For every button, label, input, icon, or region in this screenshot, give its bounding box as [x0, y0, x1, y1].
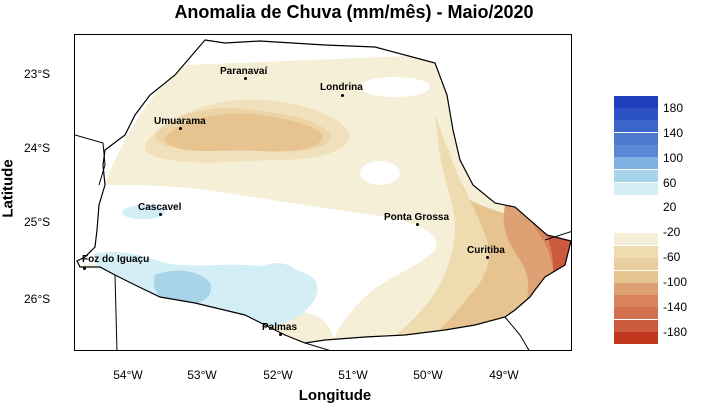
- legend-label-180: 180: [663, 101, 684, 115]
- legend-swatch-neg-3: [614, 258, 658, 270]
- legend-label-minus20: -20: [663, 225, 681, 239]
- legend-swatch-pos-2: [614, 108, 658, 120]
- y-axis-label: Latitude: [0, 159, 17, 218]
- city-label-curitiba: Curitiba: [467, 245, 505, 256]
- legend-swatch-neg-8: [614, 320, 658, 332]
- rainfall-anomaly-map: [75, 39, 571, 350]
- city-marker-umuarama: [179, 127, 182, 130]
- city-marker-paranavai: [244, 77, 247, 80]
- x-axis-label: Longitude: [298, 387, 372, 404]
- y-tick-25s: 25°S: [24, 215, 51, 229]
- city-label-ponta-grossa: Ponta Grossa: [384, 212, 450, 223]
- legend-swatch-neg-4: [614, 271, 658, 283]
- legend-swatch-neg-7: [614, 307, 658, 319]
- legend-label-140: 140: [663, 126, 684, 140]
- city-label-umuarama: Umuarama: [154, 116, 206, 127]
- contour-band-plus60-west: [153, 270, 211, 306]
- city-marker-curitiba: [486, 256, 489, 259]
- legend-label-minus140: -140: [663, 300, 688, 314]
- city-label-londrina: Londrina: [320, 82, 363, 93]
- parana-state-boundary: [76, 39, 571, 344]
- x-tick-50w: 50°W: [413, 368, 443, 382]
- legend-swatch-neg-5: [614, 283, 658, 295]
- city-marker-palmas: [279, 333, 282, 336]
- contour-umuarama-core: [164, 113, 323, 152]
- x-tick-54w: 54°W: [113, 368, 143, 382]
- city-label-palmas: Palmas: [262, 322, 298, 333]
- city-marker-ponta-grossa: [416, 223, 419, 226]
- zero-patch-londrina: [360, 77, 430, 97]
- legend-swatch-neg-1: [614, 233, 658, 245]
- neighbor-boundary-east: [544, 231, 571, 241]
- y-tick-26s: 26°S: [24, 292, 51, 306]
- x-tick-52w: 52°W: [263, 368, 293, 382]
- map-plot-area: [74, 34, 572, 351]
- legend-swatch-pos-1: [614, 96, 658, 108]
- legend-label-minus100: -100: [663, 275, 688, 289]
- legend-swatch-neg-6: [614, 295, 658, 307]
- legend-swatch-neg-2: [614, 246, 658, 258]
- city-label-foz-do-iguacu: Foz do Iguaçu: [82, 254, 150, 265]
- legend-swatch-pos-4: [614, 133, 658, 145]
- x-tick-53w: 53°W: [187, 368, 217, 382]
- legend-label-20: 20: [663, 200, 677, 214]
- legend-label-minus180: -180: [663, 325, 688, 339]
- neighbor-boundary-south: [114, 274, 530, 350]
- map-title: Anomalia de Chuva (mm/mês) - Maio/2020: [174, 2, 534, 22]
- contour-band-plus20-cascavel: [122, 204, 166, 220]
- zero-patch-center: [360, 161, 400, 185]
- legend-swatch-neg-9: [614, 332, 658, 344]
- city-label-paranavai: Paranavaí: [220, 66, 268, 77]
- legend-label-100: 100: [663, 151, 684, 165]
- legend-label-60: 60: [663, 176, 677, 190]
- city-label-cascavel: Cascavel: [138, 202, 182, 213]
- legend-label-minus60: -60: [663, 250, 681, 264]
- legend-swatch-pos-6: [614, 157, 658, 169]
- x-tick-51w: 51°W: [338, 368, 368, 382]
- legend-swatch-pos-3: [614, 120, 658, 132]
- contour-band-plus20-east: [258, 263, 297, 283]
- legend-swatch-pos-7: [614, 170, 658, 182]
- legend-swatch-pos-5: [614, 145, 658, 157]
- neighbor-boundary-west: [75, 134, 106, 186]
- city-marker-londrina: [341, 94, 344, 97]
- anomaly-contours: [77, 55, 571, 343]
- legend-swatch-pos-8: [614, 183, 658, 195]
- city-marker-foz-do-iguacu: [83, 267, 86, 270]
- y-tick-24s: 24°S: [24, 141, 51, 155]
- x-tick-49w: 49°W: [489, 368, 519, 382]
- y-tick-23s: 23°S: [24, 67, 51, 81]
- city-marker-cascavel: [159, 213, 162, 216]
